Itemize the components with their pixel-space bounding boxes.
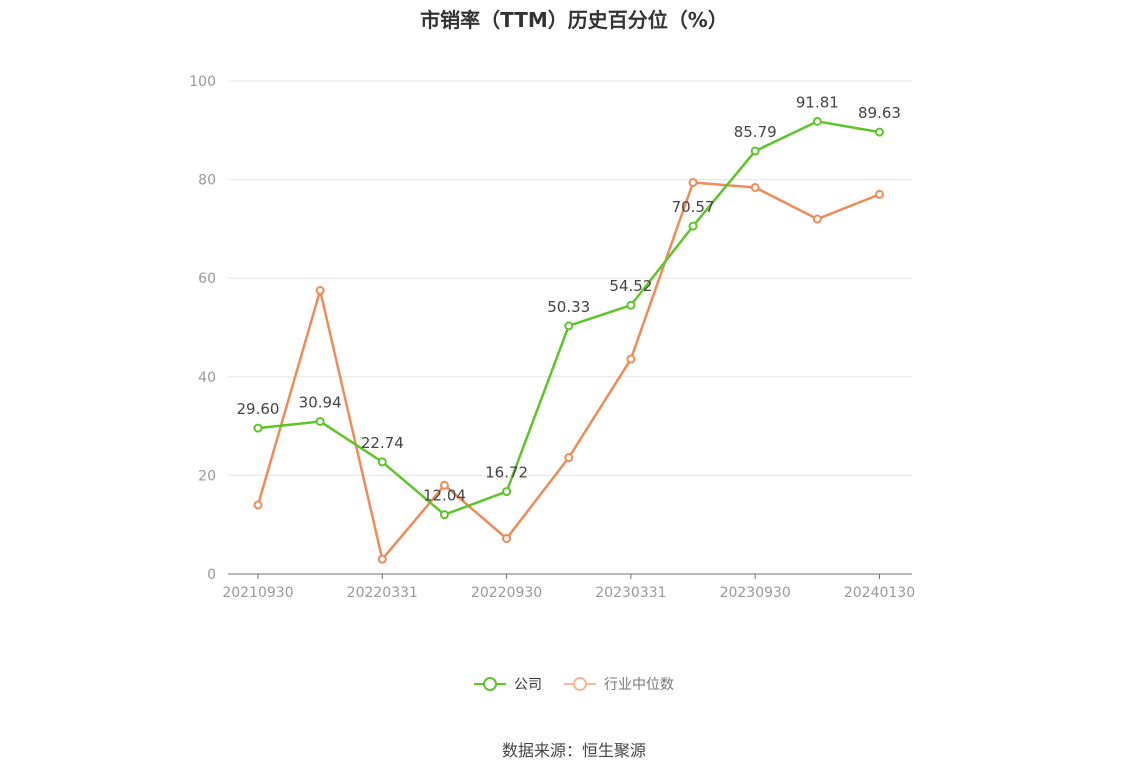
y-tick-label: 80 [198,173,216,189]
data-point [502,534,512,544]
x-tick-label: 20220331 [347,585,418,601]
data-point [875,189,884,199]
data-point [439,510,449,520]
data-label: 30.94 [299,393,342,411]
data-point [315,286,325,296]
data-point [750,182,760,192]
series-line-1 [256,181,880,561]
data-label: 22.74 [361,434,404,452]
data-point [564,321,574,331]
data-point [688,221,698,231]
legend-label-company: 公司 [514,677,542,693]
data-point [812,214,822,224]
x-tick-label: 20230930 [720,585,791,601]
data-point [253,500,263,510]
x-tick-label: 20210930 [222,585,293,601]
data-label: 50.33 [547,298,590,316]
y-tick-label: 100 [189,74,216,90]
data-point [812,116,822,126]
data-point [377,554,387,564]
data-point [626,300,636,310]
data-label: 12.04 [423,487,466,505]
x-tick-label: 20220930 [471,585,542,601]
data-point [626,354,636,364]
data-label: 91.81 [796,93,839,111]
data-label: 16.72 [485,464,528,482]
y-tick-label: 40 [198,370,216,386]
legend-industry-marker-icon [564,677,596,691]
data-label: 54.52 [609,277,652,295]
x-tick-label: 20230331 [595,585,666,601]
legend-company-marker-icon [474,677,506,691]
data-point [875,127,884,137]
data-point [253,423,263,433]
chart-title: 市销率（TTM）历史百分位（%） [420,8,728,32]
legend-item-company[interactable]: 公司 [474,674,542,694]
data-point [377,457,387,467]
data-point [502,487,512,497]
y-tick-label: 0 [207,567,216,583]
data-label: 85.79 [734,123,777,141]
data-point [750,146,760,156]
x-tick-label: 20240130 [844,585,915,601]
data-point [315,416,325,426]
y-tick-label: 20 [198,468,216,484]
data-label: 89.63 [858,104,901,122]
data-label: 29.60 [237,400,280,418]
data-source-note: 数据来源：恒生聚源 [501,741,646,760]
y-tick-label: 60 [198,271,216,287]
data-point [439,480,449,490]
legend: 公司 行业中位数 [0,674,1148,694]
data-point [688,178,698,188]
line-chart: 0 20 40 60 80 100 20210930 20220331 20220930 2023… [189,74,915,601]
legend-item-industry-median[interactable]: 行业中位数 [564,674,674,694]
legend-label-industry-median: 行业中位数 [604,677,674,693]
data-label: 70.57 [672,198,715,216]
data-point [564,453,574,463]
